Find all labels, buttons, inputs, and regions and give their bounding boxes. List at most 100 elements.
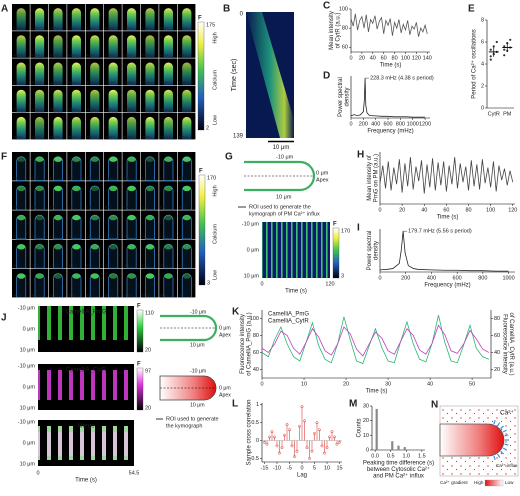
tip-signal	[17, 185, 26, 192]
pollen-tube	[182, 89, 192, 113]
y-tick-label: 8	[481, 17, 484, 23]
frame-time: 15.84 s	[68, 108, 78, 112]
panel-letter: D	[323, 71, 330, 82]
stem-head	[318, 428, 321, 432]
colorbar-max: 175	[206, 22, 215, 28]
note: ROI used to generate	[166, 416, 219, 422]
pollen-tube	[71, 89, 81, 113]
diagram-label: 10 μm	[190, 342, 205, 348]
pollen-tube	[16, 62, 26, 85]
tip-signal	[17, 156, 26, 162]
y-axis-label: PmG on PM (a.u.)	[374, 154, 380, 202]
frame-time: 12.0 s	[50, 234, 59, 238]
kymograph-title: CamelliA_PmG	[65, 310, 106, 316]
pollen-tube	[127, 35, 137, 58]
tip-signal	[53, 273, 63, 279]
pollen-tube	[71, 116, 81, 140]
tip-signal	[72, 185, 81, 192]
influx-mark	[493, 420, 496, 425]
stem-head	[283, 433, 286, 437]
x-tick-label: 40	[421, 207, 427, 213]
data-point	[503, 48, 506, 51]
stem-head	[315, 421, 319, 425]
pollen-tube	[71, 8, 81, 31]
pollen-tube	[35, 35, 45, 58]
x-tick-label: 54.5	[129, 470, 140, 476]
y-tick-label: -10 μm	[242, 221, 260, 227]
pollen-tube	[163, 8, 173, 31]
frame-time: 19.5 s	[123, 264, 132, 268]
panel-letter: F	[1, 152, 7, 163]
x-tick-label: 600	[383, 121, 392, 127]
kymograph-title: CamelliA_CytR	[66, 368, 107, 374]
pollen-tube	[16, 8, 26, 31]
stem-head	[263, 440, 266, 444]
frame-time: 1.92 s	[87, 26, 96, 30]
pollen-tube	[53, 62, 63, 85]
y-tick-label: 0.5	[251, 420, 259, 426]
data-point	[489, 55, 492, 58]
colorbar-title: F	[198, 16, 202, 22]
frame-time: 17.0 s	[31, 264, 40, 268]
tip-signal	[145, 244, 155, 250]
pollen-tube	[108, 35, 118, 58]
x-tick-label: 40	[370, 55, 376, 61]
pollen-tube	[181, 273, 192, 298]
frame-time: 15.36 s	[50, 108, 60, 112]
x-tick-label: PM	[503, 111, 512, 117]
colorbar-min: 2	[206, 125, 209, 131]
stem-head	[335, 442, 339, 446]
hist-bar	[397, 445, 400, 450]
x-tick-label: 1000	[407, 121, 419, 127]
colorbar	[332, 227, 340, 279]
x-tick-label: 1.5	[418, 453, 426, 459]
tip-signal	[17, 215, 26, 221]
annotation: 228.3 mHz (4.38 s period)	[370, 76, 434, 82]
panel-letter: B	[223, 4, 230, 15]
y-tick-label: 6	[481, 39, 484, 45]
frame-time: 11.0 s	[13, 234, 21, 238]
frame-time: 24.0 s	[87, 293, 96, 297]
y-tick-label: 10 μm	[244, 273, 260, 279]
pollen-tube	[127, 89, 137, 113]
y-tick-label: -0.5	[250, 456, 259, 462]
x-tick-label: 1000	[502, 275, 514, 281]
series-line	[350, 78, 426, 118]
x-tick-label: 0	[260, 281, 263, 287]
legend-entry: CamelliA_PmG	[268, 312, 309, 318]
axis-label: Time (s)	[75, 478, 97, 484]
pollen-tube	[16, 156, 27, 181]
y-axis-label: Period of Ca²⁺ oscillations	[471, 29, 478, 99]
frame-time: 15.5 s	[179, 234, 188, 238]
tip-signal	[164, 185, 173, 192]
pollen-tube	[182, 116, 192, 140]
y-tick-label: 10 μm	[20, 347, 36, 353]
frame-time: 7.68 s	[123, 53, 132, 57]
tip-signal	[127, 185, 136, 192]
frame-time: 2.0 s	[87, 176, 94, 180]
diagram-label: 10 μm	[190, 402, 205, 408]
frame-time: 23.0 s	[50, 293, 59, 297]
x-tick-label: 0	[378, 207, 381, 213]
frame-time: 7.5 s	[87, 205, 94, 209]
gradient-bar	[484, 479, 504, 487]
frame-time: 19.0 s	[105, 264, 114, 268]
tip-signal	[35, 185, 44, 192]
x-axis-label: Time (s)	[437, 215, 459, 221]
frame-time: 20.64 s	[68, 135, 78, 139]
y-axis-label: of CytR (a.u.)	[336, 13, 342, 49]
pollen-tube	[163, 116, 173, 140]
colorbar-min: 3	[341, 273, 344, 279]
influx-mark	[500, 450, 505, 455]
frame-time: 21.0 s	[179, 264, 188, 268]
y2-tick-label: 60	[494, 333, 500, 339]
frame-time: 14.40 s	[13, 108, 23, 112]
diagram-label: 0 μm	[316, 170, 329, 176]
tip-signal	[182, 185, 191, 192]
colorbar	[136, 367, 144, 411]
y-axis-label: Mean intensity	[329, 11, 335, 50]
tip-signal	[53, 215, 63, 221]
stem-head	[278, 451, 281, 455]
frame-time: 19.68 s	[31, 135, 41, 139]
colorbar-max: 170	[207, 175, 216, 181]
